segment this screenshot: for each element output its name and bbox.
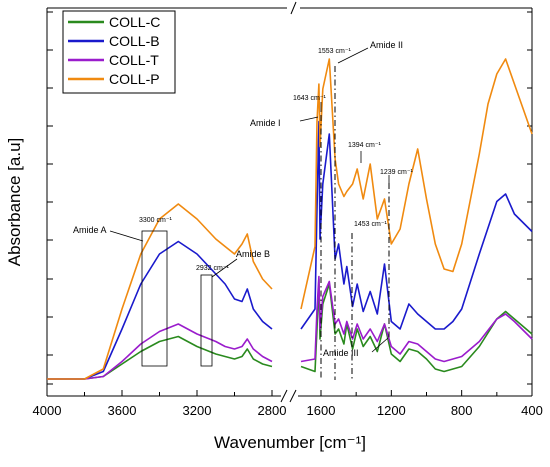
- amide-ii-arrow: [337, 47, 369, 64]
- peak-1394-label: 1394 cm⁻¹: [348, 142, 382, 149]
- legend-label-coll-t: COLL-T: [109, 52, 159, 68]
- legend-label-coll-c: COLL-C: [109, 14, 160, 30]
- series-line-coll-b: [47, 240, 273, 380]
- amide-a-label: Amide A: [73, 225, 107, 235]
- x-tick-label: 4000: [33, 403, 62, 418]
- peak-3300-label: 3300 cm⁻¹: [139, 217, 173, 224]
- amide-iii-arrow: [371, 337, 389, 353]
- series-group: [47, 58, 533, 380]
- peak-1453-label: 1453 cm⁻¹: [354, 221, 388, 228]
- peak-1239-label: 1239 cm⁻¹: [380, 169, 414, 176]
- amide-a-box: [141, 230, 168, 367]
- x-axis-ticks: 4000 3600 3200 2800 1600 1200 800 400: [33, 390, 543, 418]
- legend: COLL-C COLL-B COLL-T COLL-P: [62, 10, 176, 94]
- legend-label-coll-p: COLL-P: [109, 71, 160, 87]
- axis-break-mark: [289, 389, 297, 403]
- series-line-coll-t: [300, 275, 533, 363]
- x-tick-label: 400: [521, 403, 543, 418]
- axis-break-mark: [280, 389, 288, 403]
- series-line-coll-t: [47, 323, 273, 380]
- peak-1643-label: 1643 cm⁻¹: [293, 95, 327, 102]
- series-line-coll-b: [300, 120, 533, 330]
- amide-i-arrow: [299, 116, 319, 122]
- y-axis-title: Absorbance [a.u]: [5, 138, 24, 267]
- x-tick-label: 3600: [108, 403, 137, 418]
- legend-frame: [62, 10, 176, 94]
- amide-iii-label: Amide III: [323, 348, 359, 358]
- legend-label-coll-b: COLL-B: [109, 33, 160, 49]
- x-tick-label: 800: [451, 403, 473, 418]
- x-tick-label: 1600: [307, 403, 336, 418]
- peak-1553-label: 1553 cm⁻¹: [318, 48, 352, 55]
- x-tick-label: 2800: [258, 403, 287, 418]
- x-tick-label: 3200: [183, 403, 212, 418]
- series-line-coll-p: [300, 58, 533, 310]
- x-tick-label: 1200: [377, 403, 406, 418]
- peak-2932-label: 2932 cm⁻¹: [196, 265, 230, 272]
- amide-i-label: Amide I: [250, 118, 281, 128]
- amide-b-arrow: [211, 258, 238, 278]
- series-line-coll-c: [47, 335, 273, 380]
- series-line-coll-p: [47, 203, 273, 380]
- amide-a-arrow: [109, 230, 144, 242]
- amide-b-box: [200, 274, 213, 367]
- x-axis-title: Wavenumber [cm⁻¹]: [214, 433, 366, 452]
- amide-b-label: Amide B: [236, 249, 270, 259]
- y-axis-ticks: [47, 11, 532, 385]
- axis-break-mark-top: [290, 1, 297, 15]
- amide-ii-label: Amide II: [370, 40, 403, 50]
